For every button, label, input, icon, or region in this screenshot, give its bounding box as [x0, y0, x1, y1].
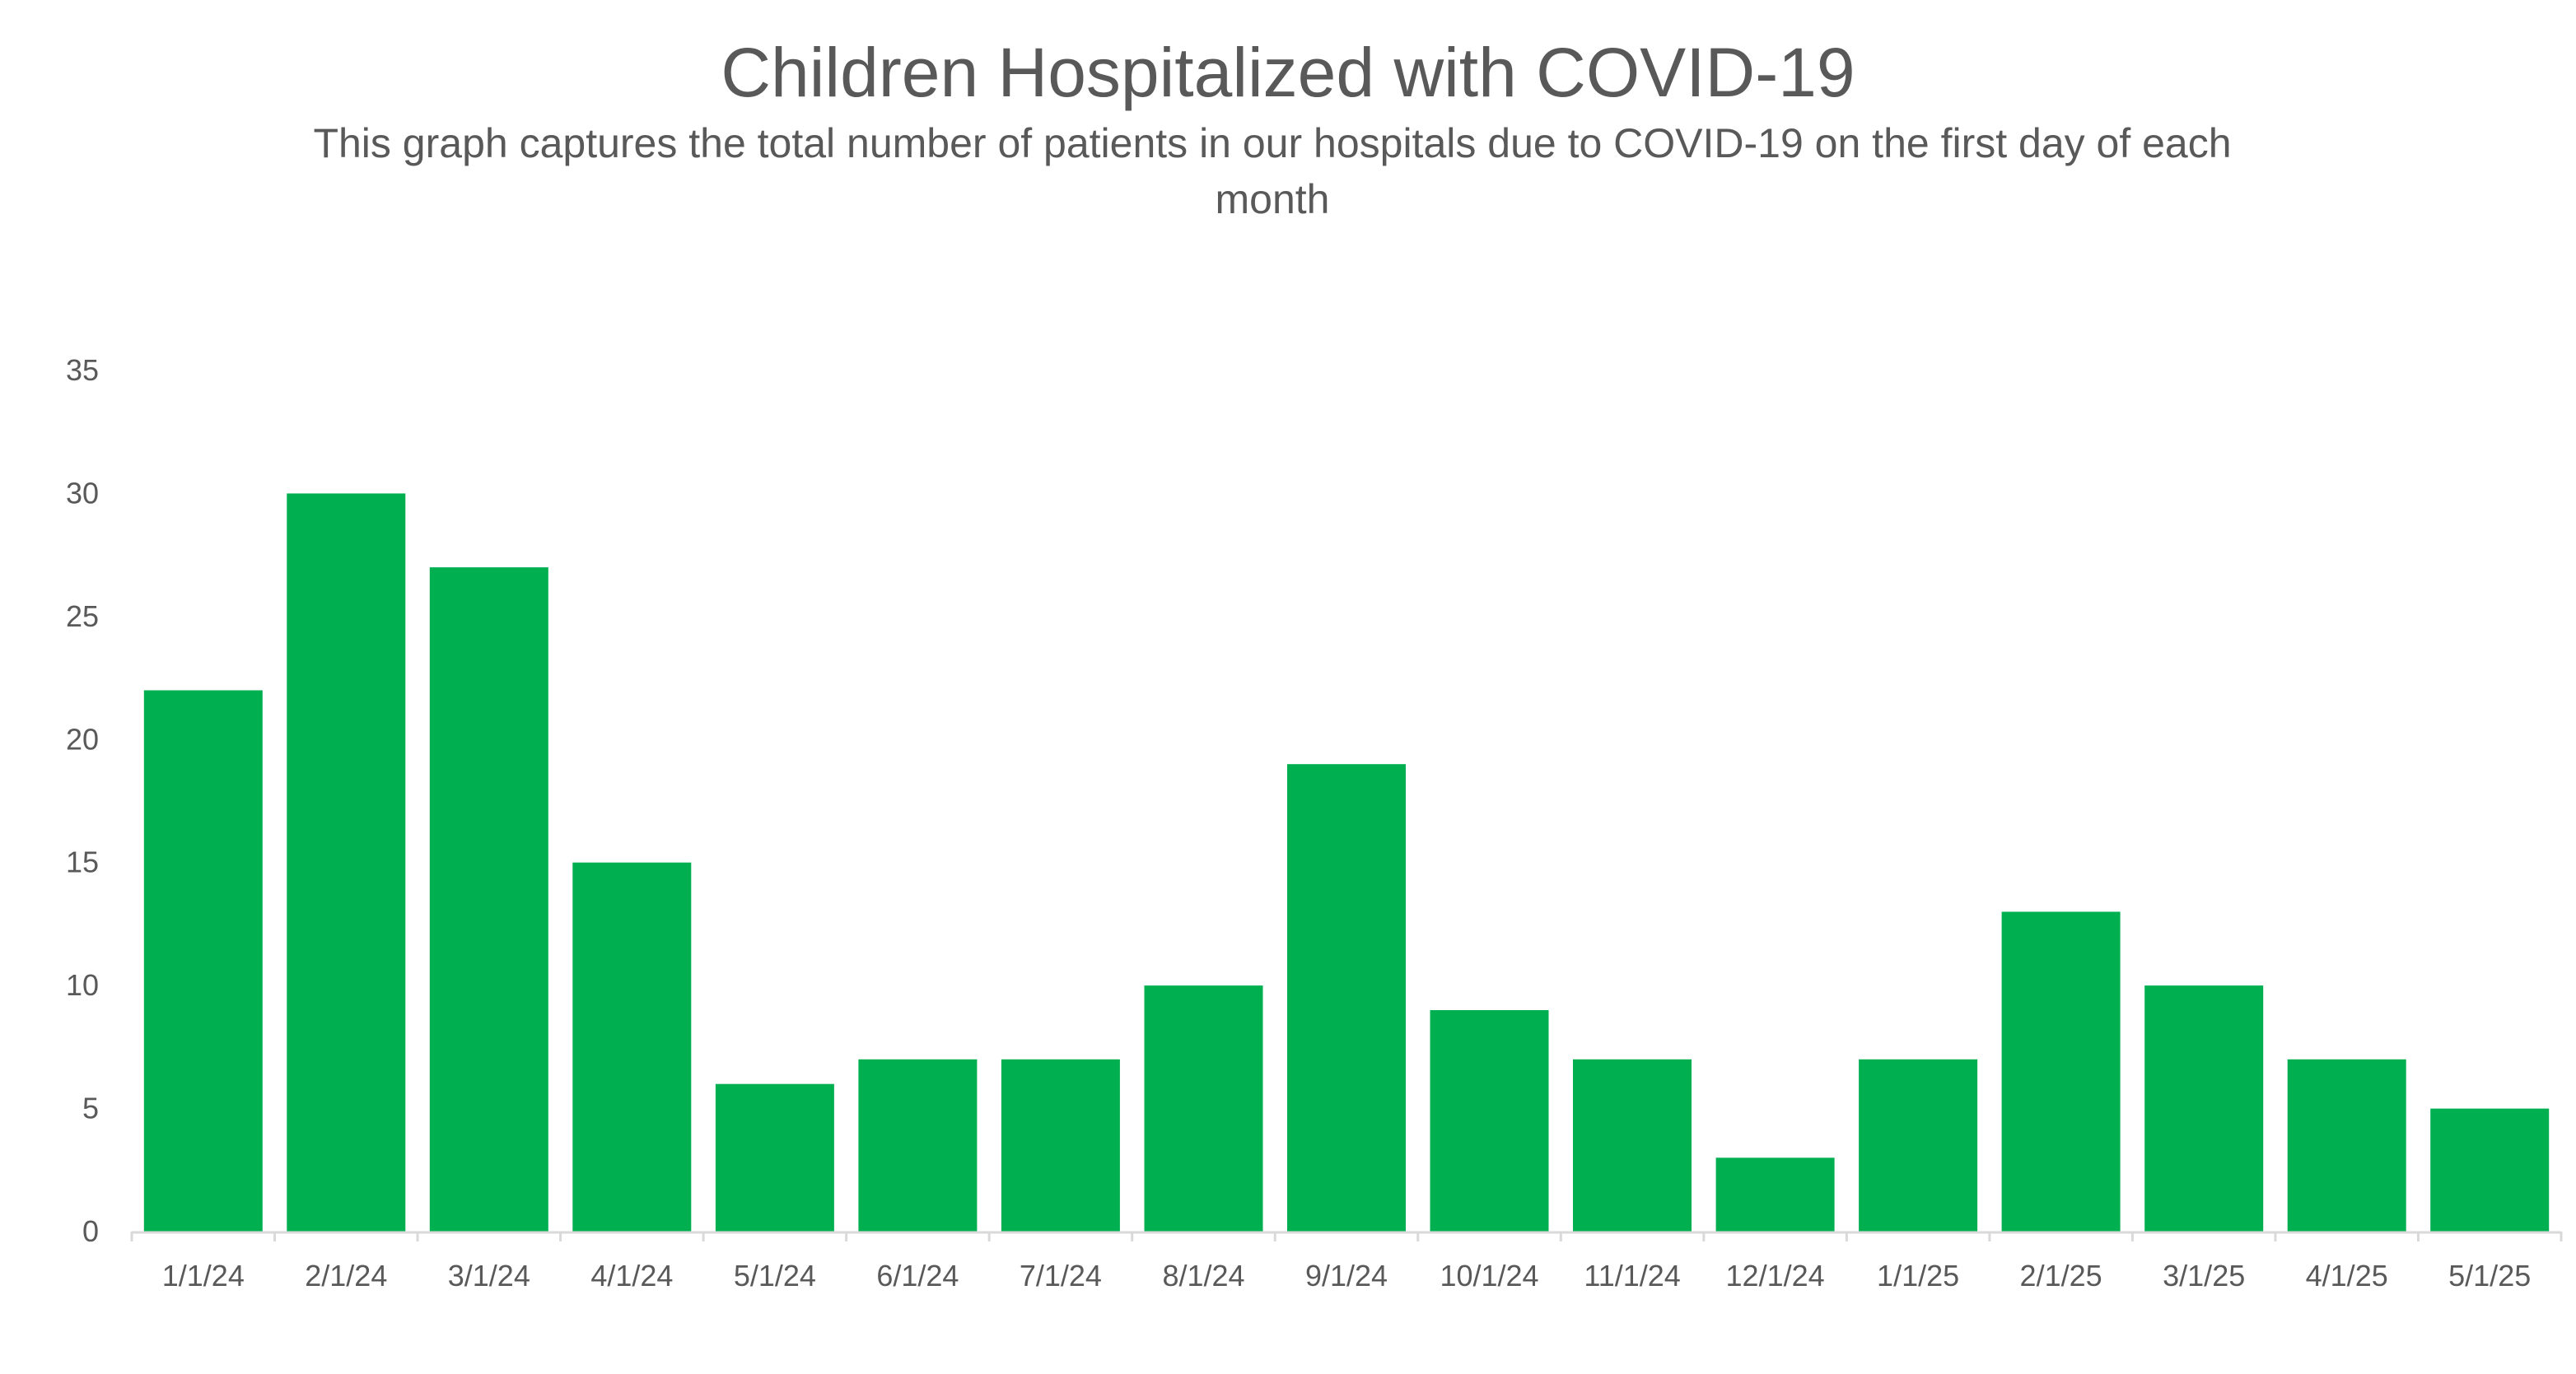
x-tick-label: 8/1/24: [1162, 1259, 1244, 1292]
y-axis-ticks: 0 5 10 15 20 25 30 35: [66, 353, 99, 1248]
x-tick-label: 4/1/25: [2306, 1259, 2388, 1292]
x-tick-label: 2/1/25: [2020, 1259, 2102, 1292]
bar: [1287, 764, 1406, 1232]
y-tick-label: 10: [66, 968, 99, 1002]
bar: [715, 1083, 834, 1232]
x-tick-label: 6/1/24: [876, 1259, 959, 1292]
x-axis-ticks: 1/1/24 2/1/24 3/1/24 4/1/24 5/1/24 6/1/24 7/1/…: [162, 1259, 2531, 1292]
bar: [1573, 1059, 1692, 1232]
y-tick-label: 25: [66, 599, 99, 633]
y-tick-label: 20: [66, 722, 99, 756]
x-tick-label: 1/1/25: [1877, 1259, 1959, 1292]
bar: [572, 862, 692, 1232]
bar: [2287, 1059, 2406, 1232]
x-tick-label: 2/1/24: [305, 1259, 387, 1292]
bar: [1144, 985, 1263, 1232]
bar: [1001, 1059, 1120, 1232]
bar: [1715, 1157, 1835, 1232]
y-tick-label: 5: [82, 1092, 99, 1125]
bar: [2001, 911, 2121, 1232]
bar: [2144, 985, 2264, 1232]
x-tick-label: 1/1/24: [162, 1259, 245, 1292]
bar: [429, 567, 548, 1232]
bar: [1859, 1059, 1978, 1232]
x-tick-label: 5/1/24: [734, 1259, 816, 1292]
y-tick-label: 35: [66, 353, 99, 387]
y-tick-label: 30: [66, 476, 99, 510]
x-tick-label: 3/1/25: [2163, 1259, 2245, 1292]
bar: [287, 493, 406, 1232]
x-tick-label: 3/1/24: [448, 1259, 530, 1292]
y-tick-label: 0: [82, 1214, 99, 1248]
bar: [1430, 1010, 1549, 1232]
x-tick-label: 4/1/24: [590, 1259, 673, 1292]
bar: [858, 1059, 978, 1232]
x-tick-label: 7/1/24: [1020, 1259, 1102, 1292]
x-tick-label: 5/1/25: [2448, 1259, 2531, 1292]
x-tick-label: 12/1/24: [1726, 1259, 1825, 1292]
bars: [143, 493, 2550, 1232]
x-axis: [130, 1231, 2563, 1241]
bar: [143, 690, 263, 1232]
chart-subtitle: This graph captures the total number of …: [313, 120, 2232, 222]
x-tick-label: 9/1/24: [1305, 1259, 1388, 1292]
y-tick-label: 15: [66, 845, 99, 879]
bar: [2430, 1108, 2550, 1232]
x-tick-label: 11/1/24: [1584, 1259, 1680, 1292]
chart-title: Children Hospitalized with COVID-19: [721, 34, 1855, 111]
x-tick-label: 10/1/24: [1440, 1259, 1538, 1292]
